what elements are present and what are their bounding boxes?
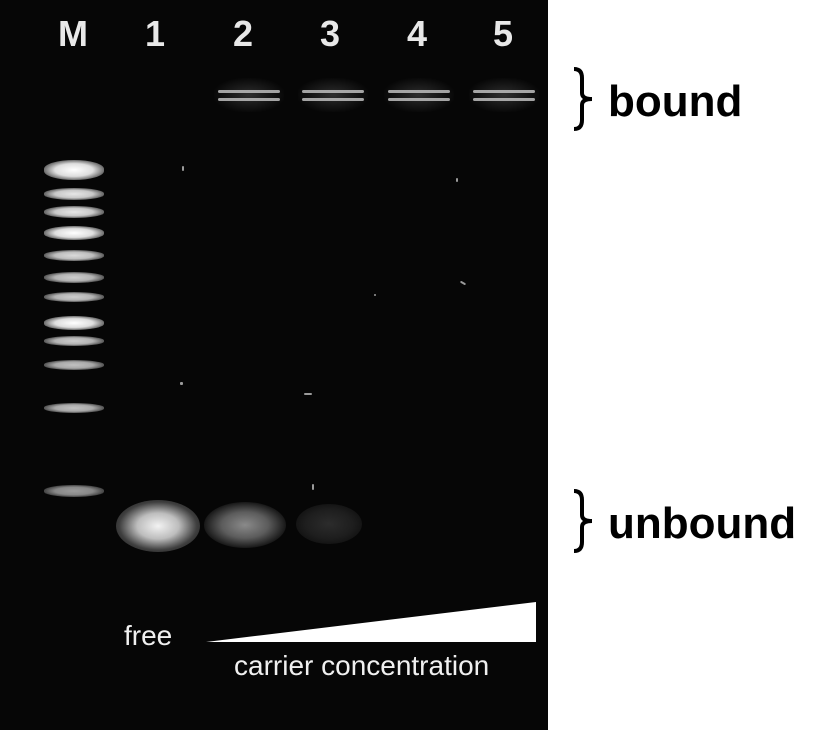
unbound-label: unbound [608, 499, 797, 548]
dust-speck [456, 178, 458, 182]
marker-band [44, 160, 104, 180]
lane-label-3: 3 [319, 13, 341, 54]
bound-label: bound [608, 77, 743, 126]
marker-band [44, 403, 104, 413]
unbound-band-lane-2 [204, 502, 286, 548]
marker-band [44, 485, 104, 497]
marker-band [44, 316, 104, 330]
bound-band-lane-4 [384, 78, 454, 112]
dust-speck [180, 382, 183, 385]
marker-band [44, 292, 104, 302]
unbound-band-lane-3 [296, 504, 362, 544]
marker-band [44, 206, 104, 218]
bound-band-lane-5 [469, 78, 539, 112]
lane-label-5: 5 [492, 13, 514, 54]
unbound-band-lane-1 [116, 500, 200, 552]
dust-speck [374, 294, 376, 296]
dust-speck [459, 280, 467, 286]
concentration-wedge [206, 602, 536, 642]
marker-band [44, 336, 104, 346]
bound-band-lane-3 [298, 78, 368, 112]
lane-label-2: 2 [232, 13, 254, 54]
unbound-bracket [573, 489, 593, 553]
lane-label-4: 4 [406, 13, 428, 54]
marker-band [44, 272, 104, 283]
dust-speck [312, 484, 314, 490]
carrier-concentration-label: carrier concentration [234, 650, 490, 681]
dust-speck [304, 393, 312, 395]
bound-band-lane-2 [214, 78, 284, 112]
lane-label-m: M [58, 13, 88, 54]
bound-bracket [573, 67, 593, 131]
free-label: free [124, 620, 173, 651]
gel-image: M 1 2 3 4 5 free carrier concentration [0, 0, 548, 730]
marker-band [44, 250, 104, 261]
marker-band [44, 226, 104, 240]
lane-label-1: 1 [144, 13, 166, 54]
marker-band [44, 360, 104, 370]
marker-band [44, 188, 104, 200]
dust-speck [182, 166, 184, 171]
